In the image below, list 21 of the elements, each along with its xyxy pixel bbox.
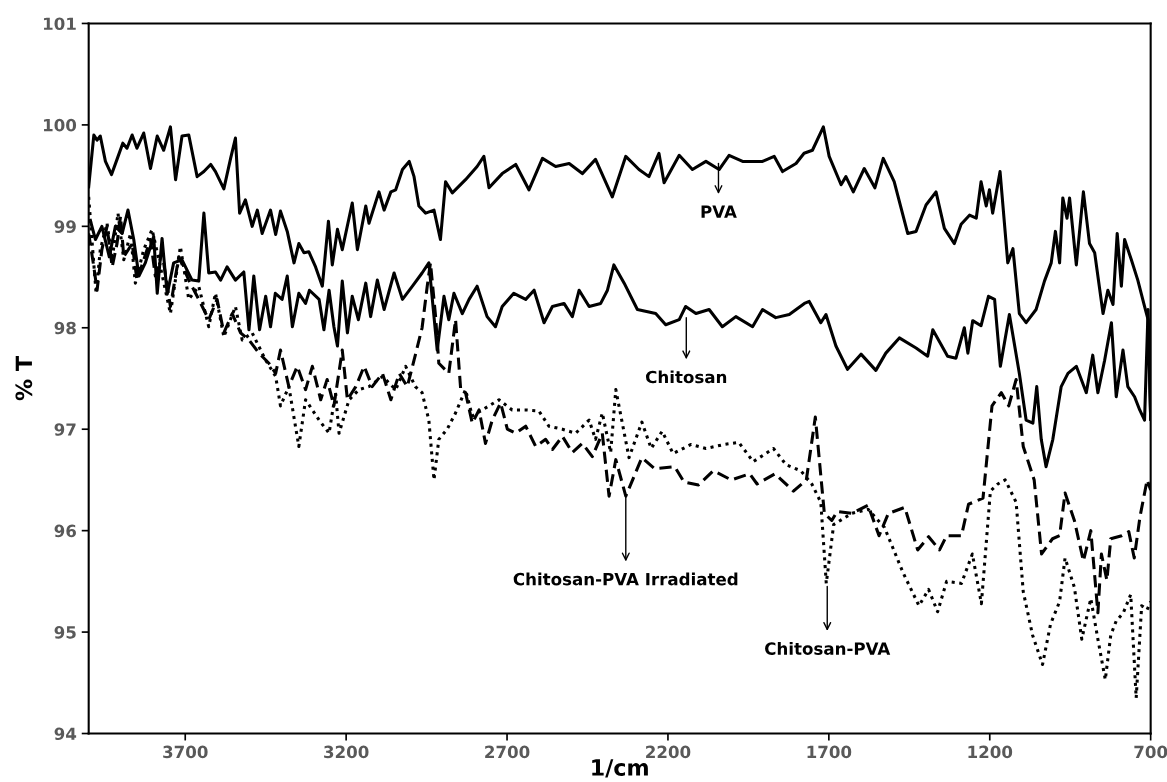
y-tick-label: 100 [43, 118, 77, 132]
y-tick-label: 99 [54, 220, 76, 233]
annotation: Chitosan-PVA Irradiated [513, 572, 738, 586]
annotation: Chitosan-PVA [765, 641, 891, 655]
y-tick-label: 101 [43, 17, 76, 31]
y-tick-label: 94 [54, 727, 77, 741]
x-tick-label: 3700 [163, 745, 208, 759]
y-tick-label: 98 [54, 321, 76, 335]
annotation: Chitosan [645, 370, 727, 384]
y-tick-label: 96 [54, 524, 76, 538]
x-tick-label: 700 [1134, 745, 1167, 759]
x-tick-label: 1700 [807, 745, 852, 759]
x-tick-label: 2200 [646, 745, 691, 759]
y-axis-title: % T [15, 356, 33, 401]
x-axis-title: 1/cm [592, 759, 648, 778]
x-tick-label: 2700 [485, 745, 530, 759]
x-tick-label: 3200 [324, 745, 369, 759]
y-tick-label: 95 [54, 626, 76, 639]
y-tick-label: 97 [54, 423, 76, 436]
annotation: PVA [701, 205, 737, 218]
x-tick-label: 1200 [968, 745, 1013, 759]
